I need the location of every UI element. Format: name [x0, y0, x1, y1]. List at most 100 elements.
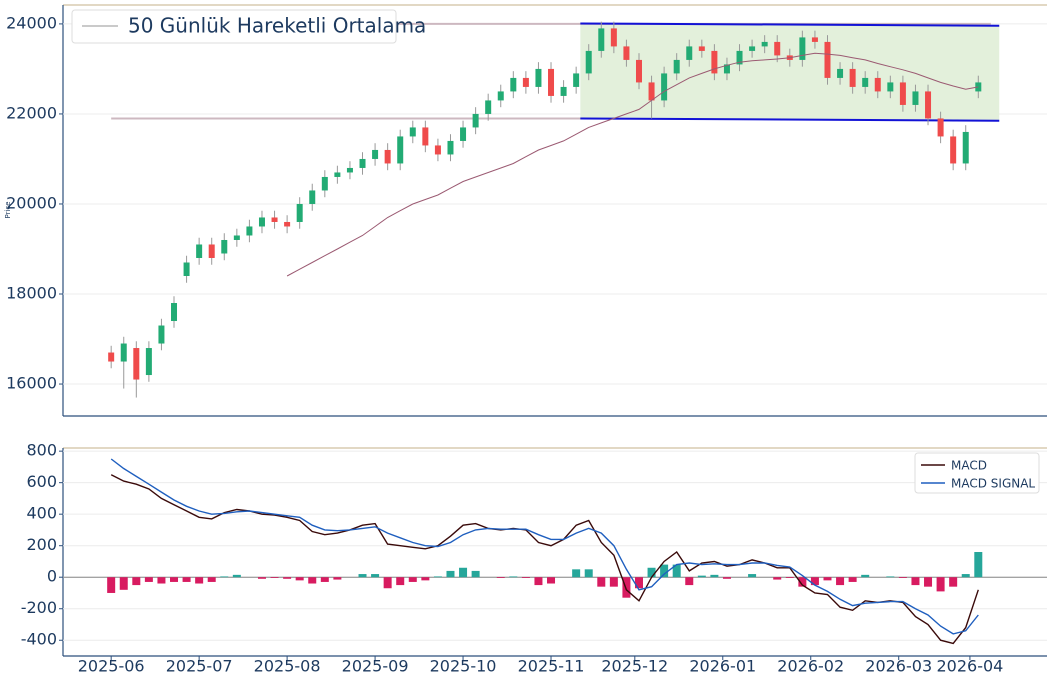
- candle-body: [761, 41, 768, 47]
- candle-body: [158, 325, 165, 344]
- histogram-bar: [634, 577, 643, 589]
- candle-body: [284, 221, 291, 227]
- candle-body: [648, 82, 655, 101]
- candle-body: [359, 158, 366, 168]
- candle-body: [799, 37, 806, 60]
- histogram-bar: [220, 576, 229, 578]
- candle-body: [472, 113, 479, 128]
- candle-body: [598, 28, 605, 51]
- candle-body: [837, 68, 844, 78]
- histogram-bar: [396, 577, 405, 586]
- histogram-bar: [936, 577, 945, 592]
- histogram-bar: [534, 577, 543, 586]
- candle-body: [811, 37, 818, 42]
- histogram-bar: [157, 577, 166, 584]
- x-tick-label: 2026-02: [777, 657, 844, 676]
- y-tick-label: 24000: [6, 13, 57, 32]
- histogram-bar: [898, 577, 907, 578]
- histogram-bar: [320, 577, 329, 582]
- candle-body: [145, 348, 152, 376]
- candle-body: [774, 41, 781, 56]
- histogram-bar: [207, 577, 216, 582]
- histogram-bar: [371, 574, 380, 578]
- candle-body: [623, 46, 630, 60]
- histogram-bar: [660, 564, 669, 578]
- histogram-bar: [697, 575, 706, 578]
- candle-body: [497, 91, 504, 101]
- series-line: [110, 458, 979, 635]
- candle-body: [409, 127, 416, 137]
- histogram-bar: [924, 577, 933, 587]
- candle-body: [485, 100, 492, 114]
- candle-body: [384, 149, 391, 164]
- x-tick-label: 2025-08: [254, 657, 321, 676]
- histogram-bar: [232, 574, 241, 578]
- histogram-bar: [773, 577, 782, 580]
- channel-line: [580, 117, 1000, 122]
- histogram-bar: [622, 577, 631, 598]
- histogram-bar: [270, 577, 279, 578]
- candle-body: [346, 167, 353, 173]
- x-tick-label: 2026-03: [865, 657, 932, 676]
- candle-body: [108, 352, 115, 362]
- candle-body: [824, 41, 831, 78]
- legend: 50 Günlük Hareketli Ortalama: [71, 9, 426, 44]
- histogram-bar: [798, 577, 807, 587]
- candle-body: [196, 244, 203, 258]
- histogram-bar: [358, 574, 367, 578]
- histogram-bar: [597, 577, 606, 587]
- candle-body: [510, 77, 517, 92]
- candle-body: [736, 50, 743, 65]
- histogram-bar: [333, 577, 342, 580]
- candle-body: [950, 136, 957, 164]
- histogram-bar: [509, 576, 518, 578]
- candle-body: [271, 217, 278, 222]
- histogram-bar: [471, 570, 480, 578]
- histogram-bar: [170, 577, 179, 582]
- candle-body: [334, 172, 341, 177]
- histogram-bar: [685, 577, 694, 586]
- y-tick-label: 0: [47, 567, 57, 586]
- candle-body: [221, 239, 228, 254]
- candle-body: [434, 145, 441, 155]
- histogram-bar: [810, 577, 819, 586]
- y-axis-label: Price: [4, 201, 12, 218]
- channel-fill: [580, 23, 1000, 121]
- legend-label: 50 Günlük Hareketli Ortalama: [128, 14, 426, 38]
- candle-body: [912, 91, 919, 105]
- y-tick-label: 18000: [6, 284, 57, 303]
- candle-body: [535, 68, 542, 87]
- y-tick-label: 22000: [6, 103, 57, 122]
- histogram-bar: [974, 552, 983, 578]
- x-tick-label: 2026-01: [689, 657, 756, 676]
- candle-body: [849, 68, 856, 87]
- histogram-bar: [710, 574, 719, 578]
- candle-body: [447, 140, 454, 155]
- x-tick-label: 2026-04: [936, 657, 1003, 676]
- candle-body: [548, 68, 555, 96]
- candle-body: [635, 59, 642, 83]
- y-tick-label: 20000: [6, 193, 57, 212]
- histogram-bar: [421, 577, 430, 581]
- histogram-bar: [836, 577, 845, 586]
- histogram-bar: [848, 577, 857, 582]
- histogram-bar: [521, 577, 530, 578]
- x-tick-label: 2025-12: [601, 657, 668, 676]
- candle-body: [208, 244, 215, 258]
- histogram-bar: [433, 576, 442, 578]
- candle-body: [422, 127, 429, 146]
- histogram-bar: [107, 577, 116, 593]
- candle-body: [309, 190, 316, 204]
- candle-body: [296, 203, 303, 222]
- series-line: [110, 474, 979, 645]
- histogram-bar: [295, 577, 304, 581]
- candle-body: [874, 77, 881, 92]
- histogram-bar: [861, 574, 870, 578]
- histogram-bar: [949, 577, 958, 587]
- histogram-bar: [584, 569, 593, 578]
- y-tick-label: 16000: [6, 374, 57, 393]
- histogram-bar: [647, 567, 656, 578]
- histogram-bar: [886, 576, 895, 578]
- candle-body: [120, 343, 127, 362]
- candle-body: [585, 50, 592, 74]
